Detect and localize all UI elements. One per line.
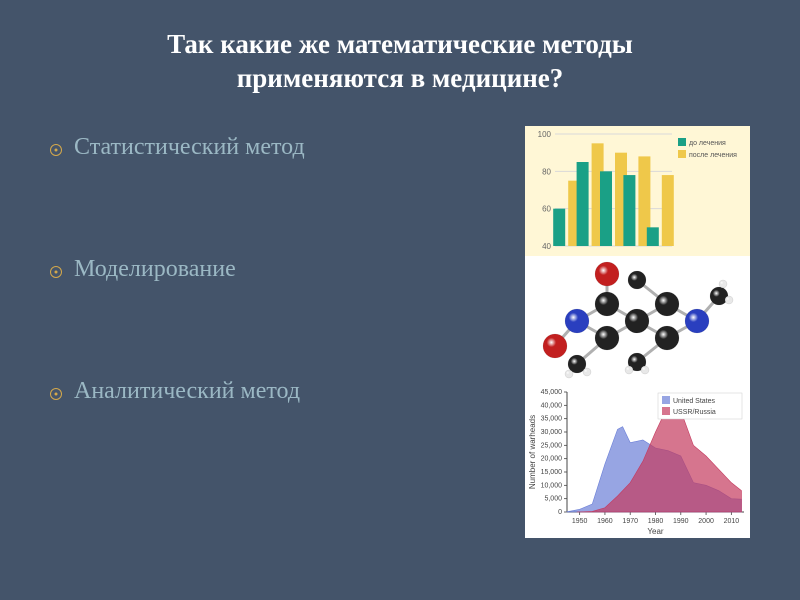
item-text: Моделирование <box>74 256 236 283</box>
svg-text:1990: 1990 <box>673 518 689 525</box>
svg-text:USSR/Russia: USSR/Russia <box>673 409 716 416</box>
list-item: Аналитический метод <box>50 378 505 405</box>
svg-text:1970: 1970 <box>622 518 638 525</box>
svg-text:10,000: 10,000 <box>541 482 563 489</box>
list-item: Статистический метод <box>50 134 505 161</box>
svg-text:15,000: 15,000 <box>541 469 563 476</box>
svg-text:1960: 1960 <box>597 518 613 525</box>
svg-text:Year: Year <box>647 527 664 536</box>
bullet-icon <box>50 266 62 278</box>
content-row: Статистический метод Моделирование Анали… <box>50 126 750 538</box>
svg-text:United States: United States <box>673 398 716 405</box>
svg-text:40: 40 <box>542 242 551 251</box>
area-chart-panel: 0 5,000 10,000 15,000 20,000 25,000 30,000 35,0… <box>525 386 750 538</box>
methods-list: Статистический метод Моделирование Анали… <box>50 126 505 538</box>
bullet-icon <box>50 144 62 156</box>
item-text: Аналитический метод <box>74 378 300 405</box>
svg-text:30,000: 30,000 <box>541 429 563 436</box>
molecule-panel <box>525 256 750 386</box>
bullet-icon <box>50 388 62 400</box>
svg-text:35,000: 35,000 <box>541 415 563 422</box>
svg-text:после лечения: после лечения <box>689 152 737 159</box>
bar-chart-panel: 40 60 80 100 до лечения после лечения <box>525 126 750 256</box>
slide: Так какие же математические методы приме… <box>0 0 800 600</box>
svg-text:20,000: 20,000 <box>541 455 563 462</box>
item-text: Статистический метод <box>74 134 305 161</box>
svg-text:1950: 1950 <box>572 518 588 525</box>
svg-text:Number of warheads: Number of warheads <box>528 414 537 488</box>
svg-text:5,000: 5,000 <box>544 495 562 502</box>
title-line-2: применяются в медицине? <box>237 63 564 93</box>
svg-text:60: 60 <box>542 204 551 213</box>
slide-title: Так какие же математические методы приме… <box>50 28 750 96</box>
svg-text:40,000: 40,000 <box>541 402 563 409</box>
title-line-1: Так какие же математические методы <box>167 29 633 59</box>
svg-text:до лечения: до лечения <box>689 140 726 147</box>
svg-text:0: 0 <box>558 509 562 516</box>
list-item: Моделирование <box>50 256 505 283</box>
svg-text:25,000: 25,000 <box>541 442 563 449</box>
svg-text:80: 80 <box>542 167 551 176</box>
svg-text:1980: 1980 <box>648 518 664 525</box>
svg-text:2000: 2000 <box>698 518 714 525</box>
svg-text:2010: 2010 <box>724 518 740 525</box>
svg-text:45,000: 45,000 <box>541 389 563 396</box>
svg-text:100: 100 <box>538 130 552 139</box>
image-column: 40 60 80 100 до лечения после лечения 0 5,000 1… <box>525 126 750 538</box>
